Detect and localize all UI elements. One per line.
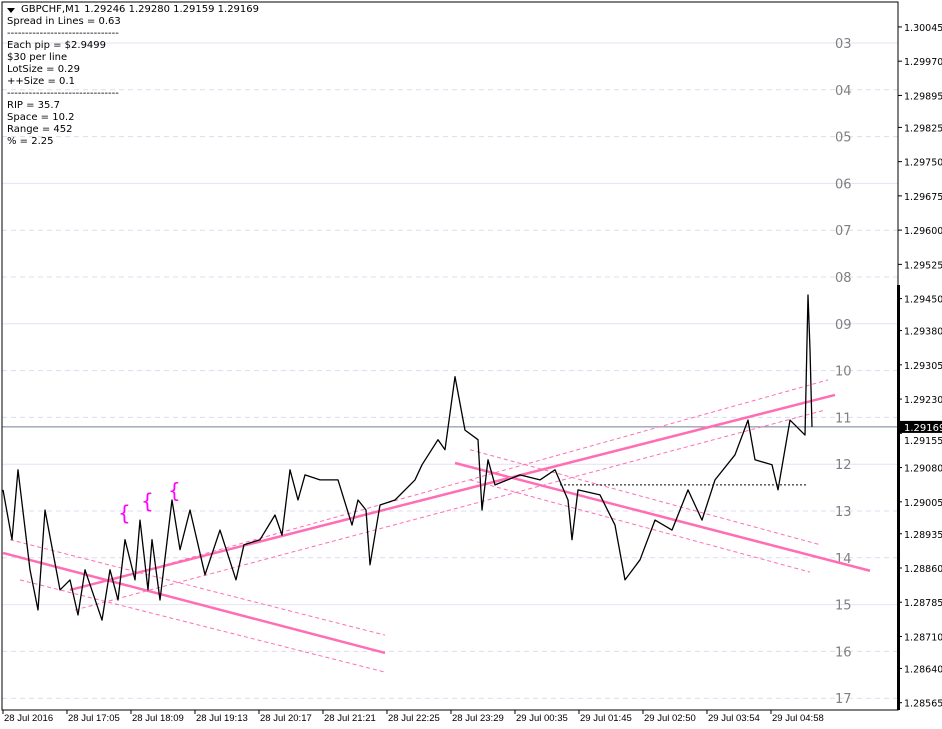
time-axis[interactable]: 28 Jul 2016 28 Jul 17:05 28 Jul 18:09 28 Ju… (2, 710, 824, 724)
info-line: RIP = 35.7 (7, 100, 60, 111)
price-tick-label: 1.28565 (904, 699, 942, 710)
price-tick-label: 1.29230 (904, 395, 942, 406)
info-separator: ------------------------------- (7, 28, 119, 39)
price-tick-label: 1.29895 (904, 91, 942, 102)
channel-line-dashed[interactable] (164, 379, 829, 566)
channel-line-dashed[interactable] (469, 449, 821, 546)
price-series-line (2, 294, 813, 621)
level-label: 09 (835, 318, 852, 333)
info-line: % = 2.25 (7, 136, 54, 147)
level-label: 11 (835, 411, 852, 426)
info-line: ++Size = 0.1 (7, 76, 75, 87)
trend-lines[interactable] (2, 379, 871, 673)
info-separator: ------------------------------- (7, 88, 119, 99)
price-tick-label: 1.28785 (904, 598, 942, 609)
level-label: 16 (835, 645, 852, 660)
time-tick-label: 28 Jul 2016 (4, 713, 53, 724)
level-label: 17 (835, 692, 852, 707)
trend-line[interactable] (2, 551, 386, 655)
level-label: 06 (835, 177, 852, 192)
time-tick-label: 29 Jul 02:50 (644, 713, 696, 724)
brace-marker: { (168, 479, 181, 503)
time-tick-label: 29 Jul 04:58 (772, 713, 824, 724)
info-line: Space = 10.2 (7, 112, 75, 123)
info-panel: GBPCHF,M1 1.29246 1.29280 1.29159 1.2916… (7, 4, 259, 148)
level-label: 12 (835, 458, 852, 473)
axis-highlight-bar (897, 285, 900, 710)
current-price-label: 1.29169 (900, 420, 942, 434)
price-tick-label: 1.29380 (904, 327, 942, 338)
level-label: 13 (835, 505, 852, 520)
channel-line-dashed[interactable] (74, 409, 826, 611)
time-tick-label: 28 Jul 20:17 (260, 713, 312, 724)
time-tick-label: 29 Jul 03:54 (708, 713, 760, 724)
time-tick-label: 28 Jul 17:05 (68, 713, 120, 724)
price-tick-label: 1.29825 (904, 123, 942, 134)
price-axis[interactable]: 1.30045 1.29970 1.29895 1.29825 1.29750 1.296… (897, 2, 942, 710)
price-tick-label: 1.29155 (904, 436, 942, 447)
price-tick-label: 1.29600 (904, 226, 942, 237)
price-tick-label: 1.29005 (904, 498, 942, 509)
info-line: Range = 452 (7, 124, 73, 135)
symbol-label: GBPCHF,M1 (21, 4, 81, 15)
price-tick-label: 1.29750 (904, 158, 942, 169)
symbol-header[interactable]: GBPCHF,M1 1.29246 1.29280 1.29159 1.2916… (7, 4, 259, 16)
current-price-box (900, 420, 942, 433)
price-tick-label: 1.29080 (904, 464, 942, 475)
channel-line-dashed[interactable] (469, 479, 811, 573)
level-label: 03 (835, 37, 852, 52)
collapse-triangle-icon[interactable] (7, 7, 15, 13)
time-tick-label: 28 Jul 21:21 (324, 713, 376, 724)
time-tick-label: 29 Jul 01:45 (580, 713, 632, 724)
level-grid (2, 42, 898, 699)
price-tick-label: 1.29305 (904, 361, 942, 372)
brace-marker: { (141, 489, 154, 513)
time-tick-label: 28 Jul 18:09 (132, 713, 184, 724)
price-tick-label: 1.29450 (904, 295, 942, 306)
price-tick-label: 1.28710 (904, 632, 942, 643)
trend-line[interactable] (69, 393, 836, 592)
time-tick-label: 28 Jul 19:13 (196, 713, 248, 724)
brace-markers: { { { (118, 479, 181, 525)
price-tick-label: 1.28640 (904, 664, 942, 675)
price-tick-label: 1.28935 (904, 530, 942, 541)
price-tick-label: 1.30045 (904, 23, 942, 34)
level-label: 04 (835, 84, 852, 99)
info-line: Spread in Lines = 0.63 (7, 16, 121, 27)
price-tick-label: 1.29525 (904, 260, 942, 271)
time-tick-label: 28 Jul 23:29 (452, 713, 504, 724)
time-tick-label: 28 Jul 22:25 (388, 713, 440, 724)
level-label: 08 (835, 271, 852, 286)
level-label: 15 (835, 599, 852, 614)
brace-marker: { (118, 501, 131, 525)
price-tick-label: 1.28860 (904, 564, 942, 575)
info-line: $30 per line (7, 52, 68, 63)
level-label: 07 (835, 224, 852, 239)
ohlc-values: 1.29246 1.29280 1.29159 1.29169 (84, 4, 260, 15)
channel-line-dashed[interactable] (9, 539, 386, 636)
trend-line[interactable] (454, 461, 871, 572)
current-price-text: 1.29169 (904, 423, 942, 434)
price-tick-label: 1.29970 (904, 57, 942, 68)
info-line: Each pip = $2.9499 (7, 40, 107, 51)
level-label: 10 (835, 365, 852, 380)
time-tick-label: 29 Jul 00:35 (516, 713, 568, 724)
info-line: LotSize = 0.29 (7, 64, 80, 75)
channel-line-dashed[interactable] (19, 579, 386, 673)
level-label: 05 (835, 131, 852, 146)
price-tick-label: 1.29675 (904, 192, 942, 203)
